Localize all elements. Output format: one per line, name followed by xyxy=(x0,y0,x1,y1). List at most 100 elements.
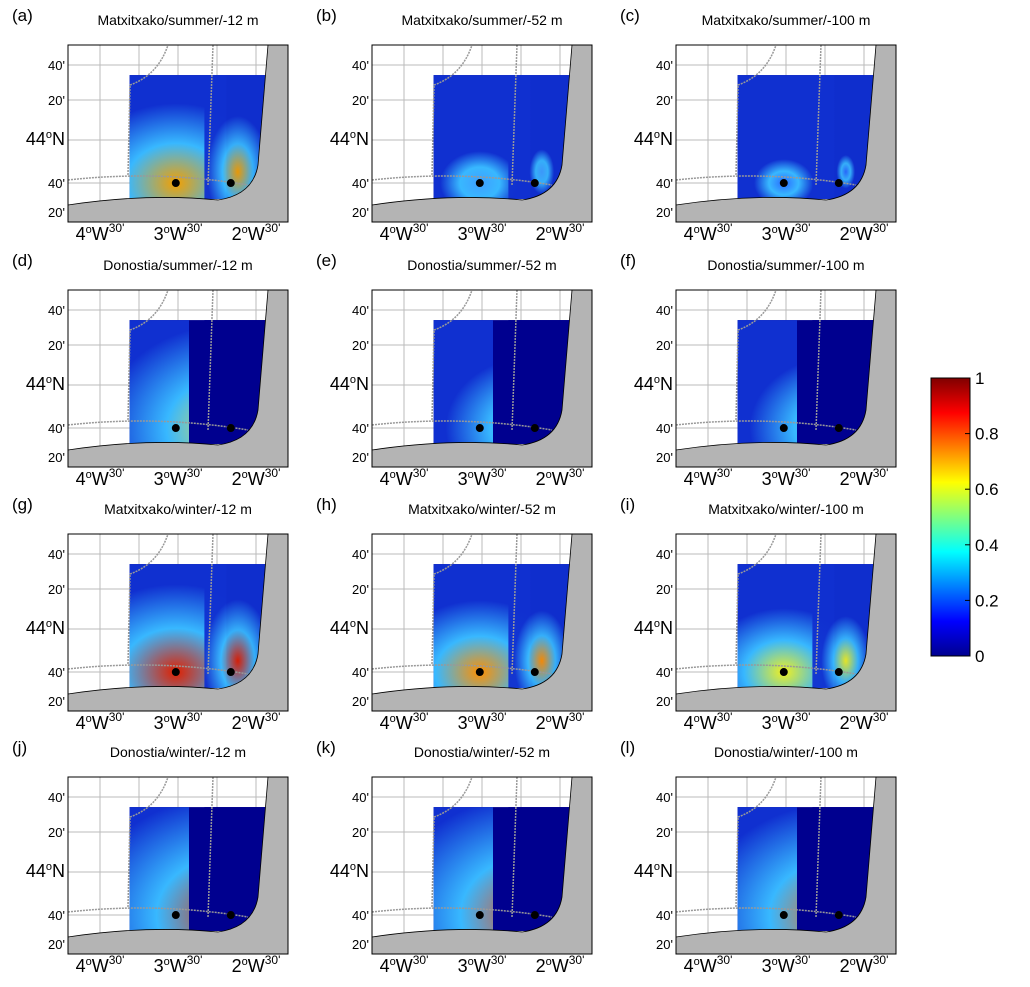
tick-part: 30' xyxy=(873,221,889,235)
tick-part: W xyxy=(778,956,795,976)
tick-part: W xyxy=(552,956,569,976)
tick-part: o xyxy=(654,374,660,386)
panel-label: (l) xyxy=(620,738,635,757)
y-tick-label: 44oN xyxy=(634,374,673,394)
tick-part: o xyxy=(772,713,778,725)
tick-part: o xyxy=(546,469,552,481)
tick-part: 40' xyxy=(656,665,673,680)
tick-part: 20' xyxy=(352,582,369,597)
tick-part: 3 xyxy=(154,224,164,244)
tick-part: o xyxy=(772,956,778,968)
y-tick-label: 44oN xyxy=(634,618,673,638)
tick-part: o xyxy=(350,618,356,630)
land xyxy=(67,44,289,223)
tick-part: 44 xyxy=(330,861,350,881)
contour xyxy=(675,533,857,675)
tick-part: o xyxy=(850,956,856,968)
tick-part: 40' xyxy=(352,790,369,805)
y-tick-label: 20' xyxy=(352,205,369,220)
tick-part: o xyxy=(390,713,396,725)
tick-part: 4 xyxy=(76,224,86,244)
tick-part: 20' xyxy=(352,694,369,709)
tick-part: o xyxy=(850,713,856,725)
station-dot xyxy=(475,668,484,677)
y-tick-label: 40' xyxy=(352,790,369,805)
tick-part: N xyxy=(660,618,673,638)
panel-title: Matxitxako/summer/-100 m xyxy=(702,12,871,28)
tick-part: 44 xyxy=(330,374,350,394)
tick-part: W xyxy=(248,469,265,489)
tick-part: W xyxy=(396,956,413,976)
tick-part: o xyxy=(390,469,396,481)
y-tick-label: 40' xyxy=(48,547,65,562)
y-tick-label: 40' xyxy=(656,421,673,436)
y-tick-label: 20' xyxy=(352,338,369,353)
tick-part: N xyxy=(52,374,65,394)
x-tick-label: 4oW30' xyxy=(380,710,429,733)
tick-part: 40' xyxy=(352,303,369,318)
map-frame xyxy=(67,44,289,223)
tick-part: 20' xyxy=(656,937,673,952)
tick-part: 30' xyxy=(717,466,733,480)
station-dot xyxy=(530,424,539,433)
tick-part: 40' xyxy=(656,547,673,562)
x-tick-label: 3oW30' xyxy=(458,466,507,489)
y-tick-label: 20' xyxy=(656,937,673,952)
x-tick-label: 4oW30' xyxy=(684,710,733,733)
tick-part: 4 xyxy=(380,956,390,976)
tick-part: N xyxy=(356,861,369,881)
y-tick-label: 40' xyxy=(656,547,673,562)
x-tick-label: 3oW30' xyxy=(458,221,507,244)
tick-part: o xyxy=(46,374,52,386)
y-tick-label: 20' xyxy=(352,937,369,952)
tick-part: 30' xyxy=(265,953,281,967)
y-tick-label: 40' xyxy=(656,303,673,318)
y-tick-label: 40' xyxy=(48,421,65,436)
tick-part: 3 xyxy=(154,956,164,976)
tick-part: 40' xyxy=(48,790,65,805)
panel-title: Donostia/summer/-12 m xyxy=(103,257,252,273)
y-tick-label: 40' xyxy=(48,665,65,680)
tick-part: 4 xyxy=(684,956,694,976)
tick-part: 4 xyxy=(684,713,694,733)
tick-part: o xyxy=(86,713,92,725)
map-frame xyxy=(67,776,289,955)
y-tick-label: 40' xyxy=(48,58,65,73)
x-tick-label: 4oW30' xyxy=(684,953,733,976)
panel-title: Donostia/summer/-52 m xyxy=(407,257,556,273)
tick-part: o xyxy=(468,469,474,481)
y-tick-label: 20' xyxy=(48,825,65,840)
tick-part: 3 xyxy=(458,469,468,489)
y-tick-label: 20' xyxy=(48,582,65,597)
tick-part: 2 xyxy=(536,713,546,733)
x-tick-label: 2oW30' xyxy=(536,710,585,733)
tick-part: o xyxy=(350,129,356,141)
tick-part: 20' xyxy=(48,93,65,108)
tick-part: 40' xyxy=(656,303,673,318)
panel-title: Matxitxako/summer/-52 m xyxy=(401,12,562,28)
station-dot xyxy=(171,911,180,920)
tick-part: 20' xyxy=(48,450,65,465)
tick-part: 20' xyxy=(48,205,65,220)
contour xyxy=(371,44,553,186)
y-tick-label: 20' xyxy=(656,338,673,353)
tick-part: 20' xyxy=(352,937,369,952)
station-dot xyxy=(171,179,180,188)
tick-part: o xyxy=(468,956,474,968)
tick-part: 2 xyxy=(536,469,546,489)
tick-part: 40' xyxy=(352,176,369,191)
panel-title: Matxitxako/winter/-12 m xyxy=(104,501,252,517)
tick-part: o xyxy=(694,224,700,236)
map-panel: (d) Donostia/summer/-12 m40'20'44oN40'20'… xyxy=(12,251,289,489)
tick-part: 4 xyxy=(76,713,86,733)
tick-part: W xyxy=(396,713,413,733)
tick-part: o xyxy=(772,224,778,236)
tick-part: 30' xyxy=(187,710,203,724)
colorbar-tick-label: 1 xyxy=(975,369,984,388)
tick-part: 20' xyxy=(48,937,65,952)
station-dot xyxy=(475,179,484,188)
tick-part: 30' xyxy=(491,953,507,967)
tick-part: 40' xyxy=(656,176,673,191)
y-tick-label: 44oN xyxy=(26,861,65,881)
tick-part: o xyxy=(772,469,778,481)
